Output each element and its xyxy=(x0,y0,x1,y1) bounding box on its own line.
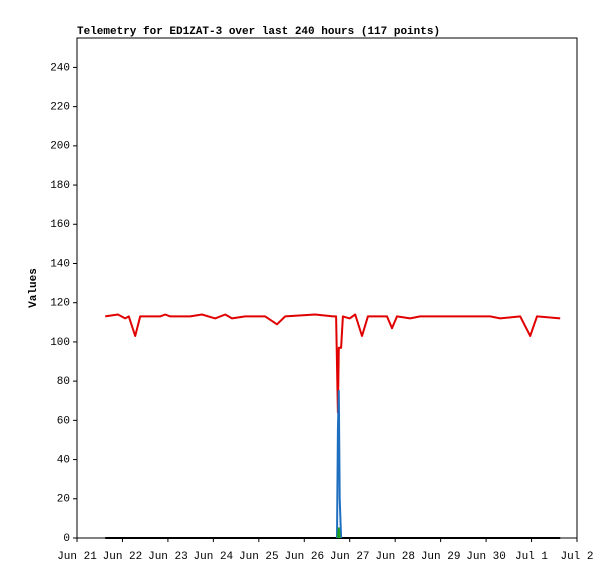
y-tick-label: 140 xyxy=(50,258,70,270)
x-tick-label: Jul 1 xyxy=(515,551,548,563)
x-tick-label: Jun 29 xyxy=(421,551,461,563)
x-tick-label: Jun 23 xyxy=(148,551,188,563)
plot-frame xyxy=(76,37,578,539)
x-tick-label: Jun 21 xyxy=(57,551,97,563)
y-tick-label: 60 xyxy=(57,415,70,427)
x-tick-label: Jun 28 xyxy=(375,551,415,563)
y-tick-label: 40 xyxy=(57,454,70,466)
y-tick-label: 20 xyxy=(57,494,70,506)
y-tick-label: 220 xyxy=(50,102,70,114)
x-tick-label: Jun 24 xyxy=(194,551,234,563)
series-line xyxy=(336,389,343,539)
x-tick-label: Jun 22 xyxy=(103,551,143,563)
x-tick-label: Jul 2 xyxy=(560,551,593,563)
y-axis-label: Values xyxy=(28,268,40,308)
x-tick-label: Jun 30 xyxy=(466,551,506,563)
y-tick-label: 100 xyxy=(50,337,70,349)
y-tick-label: 160 xyxy=(50,219,70,231)
x-tick-label: Jun 26 xyxy=(284,551,324,563)
series-line xyxy=(336,527,341,539)
y-tick-label: 120 xyxy=(50,298,70,310)
y-tick-label: 80 xyxy=(57,376,70,388)
x-tick-label: Jun 25 xyxy=(239,551,279,563)
y-tick-label: 0 xyxy=(63,533,70,545)
series-line xyxy=(105,313,561,414)
y-tick-label: 200 xyxy=(50,141,70,153)
y-tick-label: 240 xyxy=(50,62,70,74)
y-tick-label: 180 xyxy=(50,180,70,192)
x-tick-label: Jun 27 xyxy=(330,551,370,563)
chart-title: Telemetry for ED1ZAT-3 over last 240 hou… xyxy=(77,26,440,38)
